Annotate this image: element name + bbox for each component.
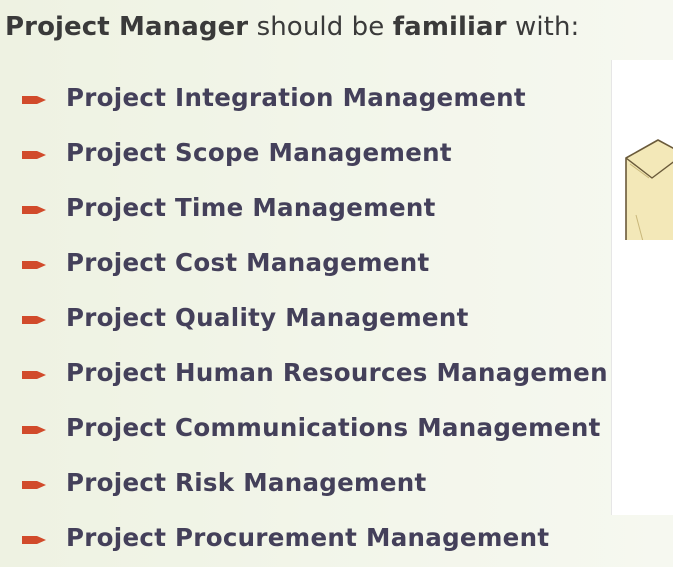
arrow-bullet-icon (22, 535, 46, 544)
list-item: Project Human Resources Managemen (22, 345, 673, 400)
list-item: Project Quality Management (22, 290, 673, 345)
arrow-bullet-icon (22, 370, 46, 379)
list-item-text: Project Procurement Management (66, 523, 550, 552)
arrow-bullet-icon (22, 95, 46, 104)
list-item-text: Project Cost Management (66, 248, 430, 277)
slide-picture (611, 60, 673, 515)
list-item-text: Project Human Resources Managemen (66, 358, 608, 387)
list-item: Project Cost Management (22, 235, 673, 290)
envelope-icon (625, 139, 673, 240)
list-item-text: Project Time Management (66, 193, 436, 222)
heading-middle: should be (248, 12, 393, 42)
list-item-text: Project Integration Management (66, 83, 526, 112)
slide-heading: Project Manager should be familiar with: (5, 12, 579, 42)
list-item: Project Procurement Management (22, 510, 673, 565)
heading-emphasis: familiar (392, 12, 507, 42)
arrow-bullet-icon (22, 315, 46, 324)
heading-role: Project Manager (5, 12, 249, 42)
arrow-bullet-icon (22, 480, 46, 489)
arrow-bullet-icon (22, 425, 46, 434)
heading-suffix: with: (506, 12, 580, 42)
list-item-text: Project Quality Management (66, 303, 469, 332)
arrow-bullet-icon (22, 150, 46, 159)
arrow-bullet-icon (22, 260, 46, 269)
list-item-text: Project Risk Management (66, 468, 427, 497)
list-item: Project Communications Management (22, 400, 673, 455)
knowledge-area-list: Project Integration Management Project S… (22, 70, 673, 565)
list-item: Project Scope Management (22, 125, 673, 180)
list-item: Project Risk Management (22, 455, 673, 510)
list-item-text: Project Scope Management (66, 138, 452, 167)
arrow-bullet-icon (22, 205, 46, 214)
list-item: Project Time Management (22, 180, 673, 235)
list-item-text: Project Communications Management (66, 413, 601, 442)
list-item: Project Integration Management (22, 70, 673, 125)
